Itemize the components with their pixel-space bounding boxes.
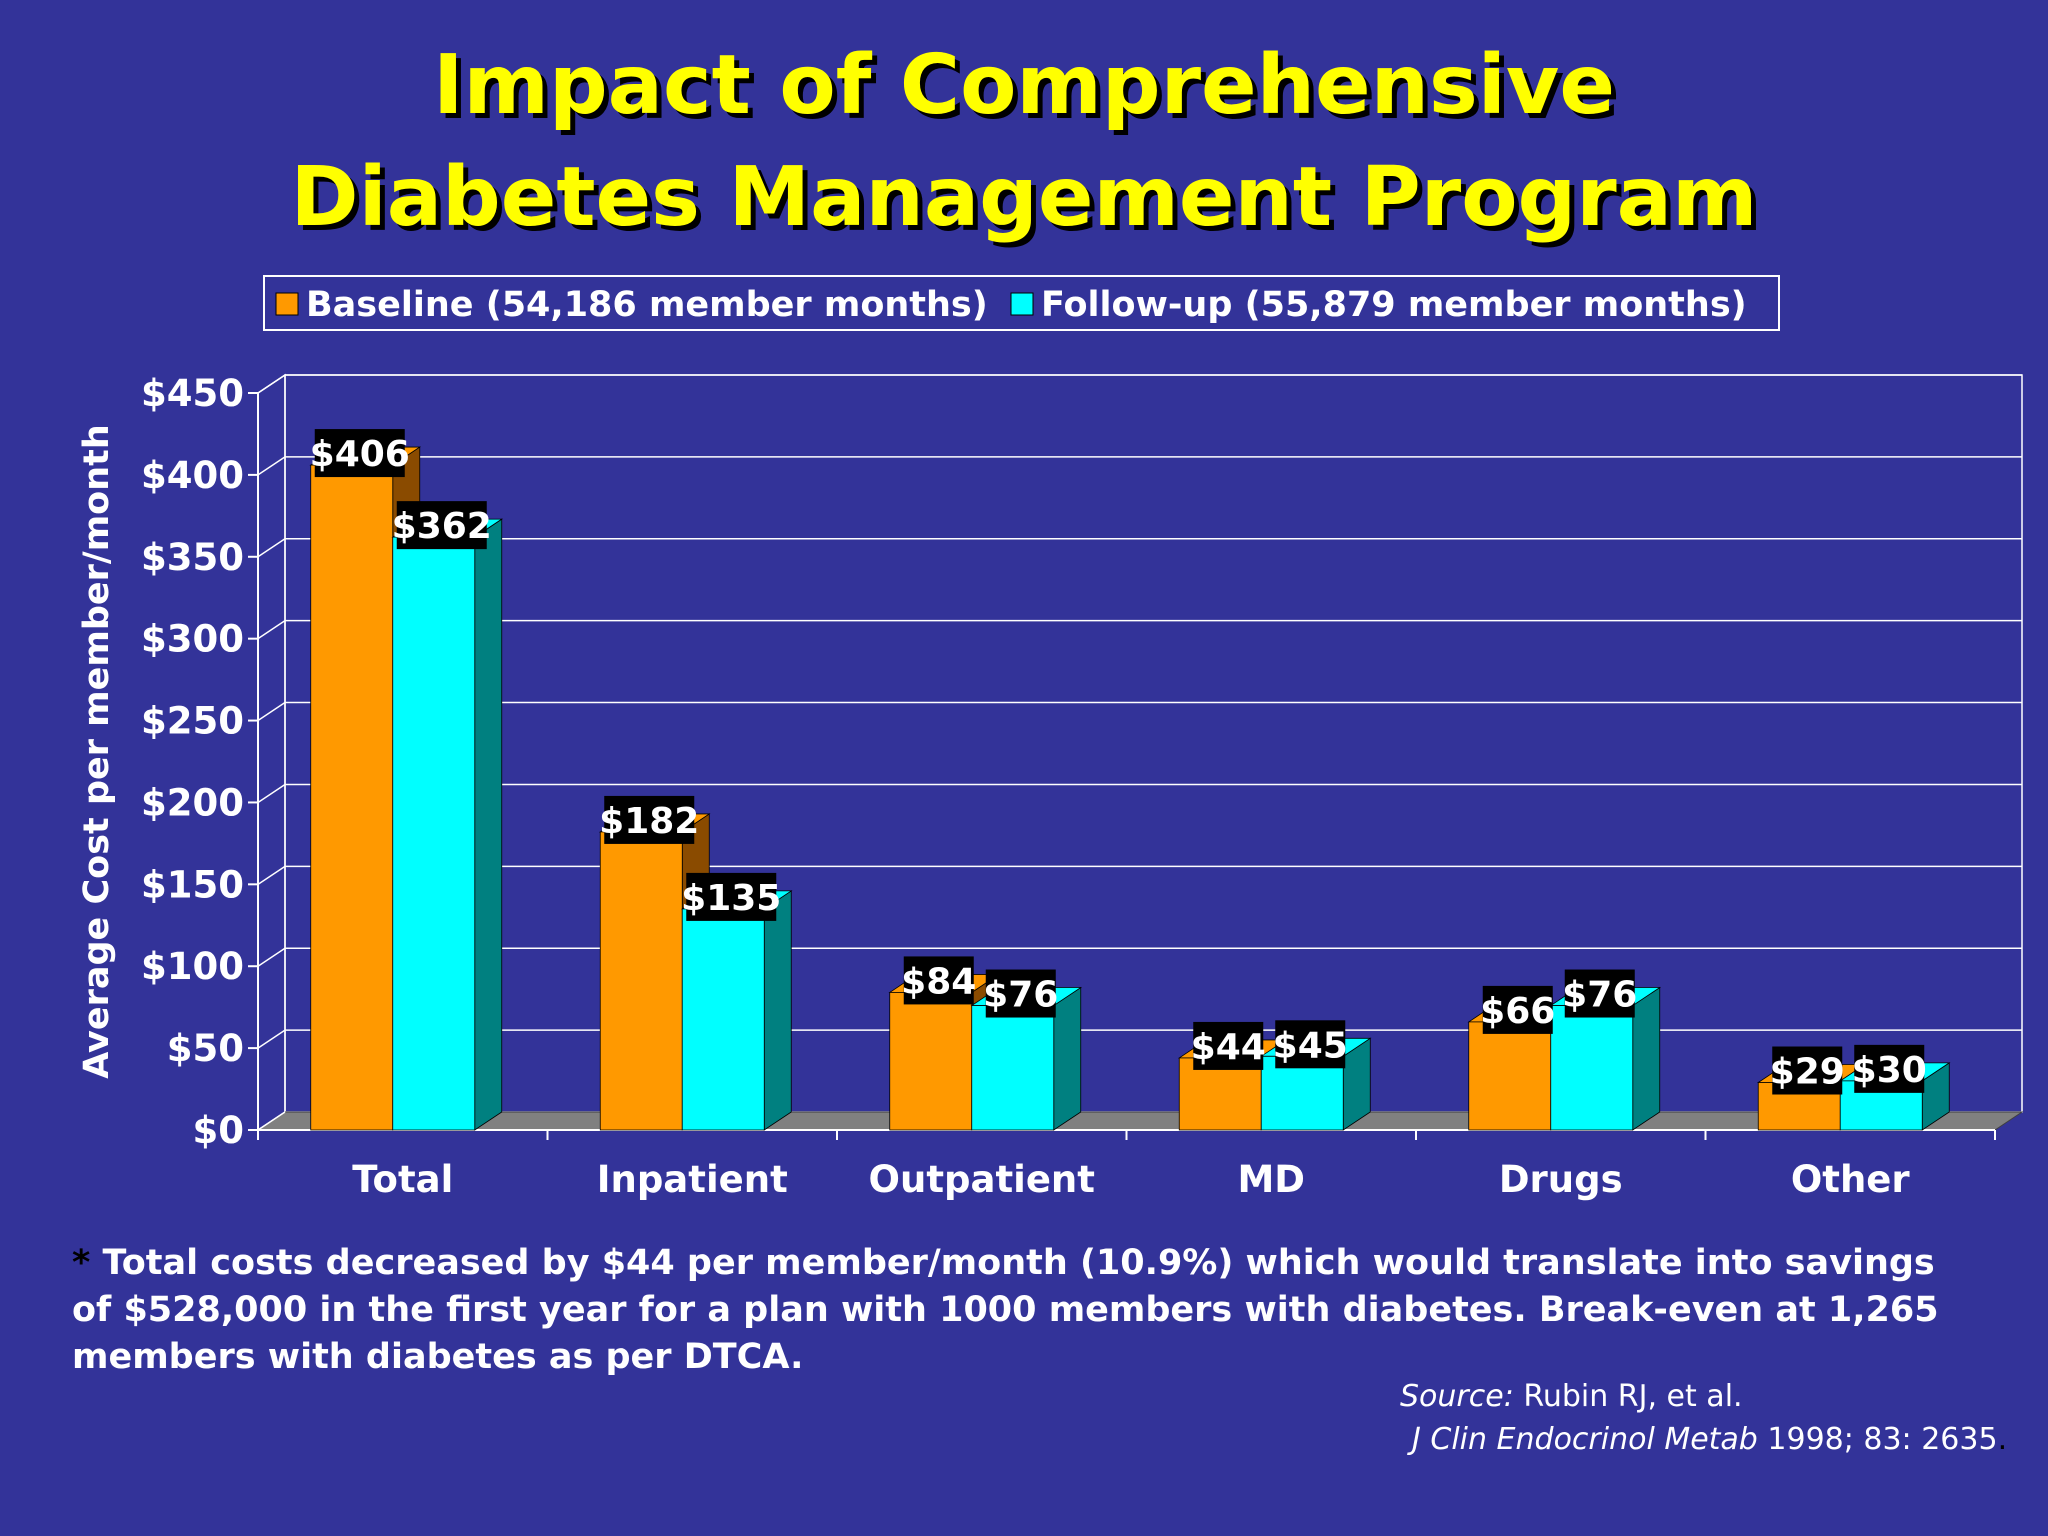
source-line-1: Source: Rubin RJ, et al. [1400, 1375, 2007, 1418]
y-tick-label: $150 [141, 863, 244, 906]
data-label: $182 [599, 801, 699, 842]
source-citation-detail: 1998; 83: 2635 [1757, 1422, 1998, 1457]
data-label: $45 [1273, 1025, 1348, 1066]
bar [392, 536, 476, 1131]
bar [1468, 1021, 1552, 1131]
data-label-bg [396, 501, 487, 550]
data-label: $84 [901, 961, 976, 1002]
bar-side [763, 890, 792, 1131]
bar [599, 831, 683, 1131]
bar [1178, 1057, 1262, 1131]
data-label-bg [1482, 985, 1553, 1034]
data-label-bg [604, 795, 695, 844]
footnote-text: Total costs decreased by $44 per member/… [72, 1243, 1939, 1377]
data-label: $76 [983, 975, 1058, 1016]
slide-title: Impact of Comprehensive Diabetes Managem… [0, 30, 2048, 254]
source-period: . [1997, 1422, 2008, 1457]
data-label: $66 [1480, 991, 1555, 1032]
grid-line-side [257, 1029, 286, 1049]
data-labels: $406$362$182$135$84 $76$44 $45$66 $76$29 $30 [310, 429, 1927, 1095]
grid-line-side [257, 456, 286, 476]
legend-label: Follow-up (55,879 member months) [1041, 285, 1747, 325]
y-tick-label: $0 [193, 1109, 245, 1152]
x-tick-label: Outpatient [869, 1158, 1095, 1201]
bar [971, 1005, 1055, 1131]
legend-label: Baseline (54,186 member months) [306, 285, 988, 325]
data-label-bg [1193, 1021, 1264, 1070]
footnote-star: * [72, 1243, 91, 1283]
source-journal: J Clin Endocrinol Metab [1412, 1422, 1758, 1457]
data-label-bg [1772, 1046, 1843, 1095]
bar [681, 908, 765, 1131]
grid-line-side [257, 374, 286, 394]
data-label-bg [985, 969, 1056, 1018]
footnote: * Total costs decreased by $44 per membe… [72, 1240, 1972, 1381]
data-label: $406 [310, 434, 410, 475]
data-label-bg [314, 429, 405, 478]
data-label: $362 [392, 506, 492, 547]
data-label-bg [686, 872, 777, 921]
y-tick-label: $50 [167, 1027, 244, 1070]
x-tick-label: Drugs [1499, 1158, 1623, 1201]
x-tick-label: MD [1237, 1158, 1305, 1201]
data-label-bg [1854, 1044, 1925, 1093]
grid-line-side [257, 1111, 286, 1131]
legend-swatch [1010, 292, 1034, 316]
bar-side [474, 518, 503, 1131]
bar [1260, 1055, 1344, 1131]
plot-area [256, 373, 2024, 1132]
source-authors: Rubin RJ, et al. [1513, 1379, 1743, 1414]
grid-line-side [257, 947, 286, 967]
data-label-bg [903, 956, 974, 1005]
source-citation: Source: Rubin RJ, et al. J Clin Endocrin… [1400, 1375, 2007, 1461]
data-label: $29 [1770, 1052, 1845, 1093]
plot-floor [256, 1111, 2024, 1131]
data-label-bg [1564, 969, 1635, 1018]
data-label: $30 [1852, 1050, 1927, 1091]
plot-back-wall [284, 374, 2023, 1113]
legend-box [263, 275, 1780, 331]
bar [1550, 1005, 1634, 1131]
grid-lines [257, 374, 2022, 1131]
legend-swatch [275, 292, 299, 316]
grid-line-side [257, 783, 286, 804]
chart-legend: Baseline (54,186 member months) Follow-up… [263, 275, 1780, 331]
plot-side-wall [257, 373, 286, 1132]
y-tick-label: $350 [141, 536, 244, 579]
data-label: $76 [1562, 975, 1637, 1016]
source-line-2: J Clin Endocrinol Metab 1998; 83: 2635. [1400, 1418, 2007, 1461]
grid-line-side [257, 865, 286, 885]
bars [309, 446, 1951, 1131]
grid-line-side [257, 538, 286, 558]
x-tick-label: Inpatient [597, 1158, 788, 1201]
y-tick-label: $100 [141, 945, 244, 988]
y-tick-label: $200 [141, 781, 244, 824]
grid-line-side [257, 701, 286, 722]
title-line-2: Diabetes Management Program [290, 150, 1758, 245]
x-tick-label: Total [352, 1158, 453, 1201]
axes: $0 $50 $100 $150 $200 $250 $300 $350 $400 $450 Ave… [77, 372, 1996, 1201]
title-line-1: Impact of Comprehensive [433, 38, 1615, 133]
bar [310, 464, 394, 1131]
y-axis-title: Average Cost per member/month [77, 424, 117, 1079]
bar [889, 992, 973, 1131]
grid-line-side [257, 620, 286, 640]
y-tick-label: $250 [141, 700, 244, 743]
data-label-bg [1275, 1020, 1346, 1069]
y-tick-label: $300 [141, 618, 244, 661]
x-tick-label: Other [1791, 1158, 1911, 1201]
y-tick-label: $450 [141, 372, 244, 415]
data-label: $135 [681, 878, 781, 919]
y-tick-label: $400 [141, 454, 244, 497]
source-label: Source: [1400, 1379, 1514, 1414]
data-label: $44 [1191, 1027, 1266, 1068]
